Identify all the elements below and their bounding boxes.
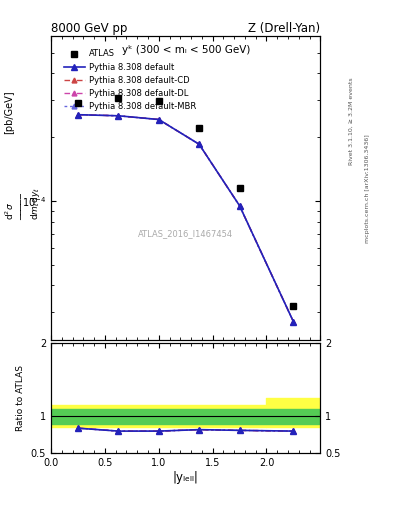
Text: Rivet 3.1.10, ≥ 3.2M events: Rivet 3.1.10, ≥ 3.2M events [349,77,354,165]
Pythia 8.308 default-DL [76,112,81,118]
Pythia 8.308 default-DL [156,116,161,122]
Pythia 8.308 default [76,112,81,118]
Pythia 8.308 default-MBR [237,203,242,209]
Pythia 8.308 default-DL [237,203,242,209]
ATLAS [116,95,121,101]
Line: ATLAS: ATLAS [75,95,297,309]
Pythia 8.308 default-CD [291,318,296,325]
Pythia 8.308 default-MBR [291,318,296,325]
Pythia 8.308 default-CD [156,116,161,122]
Pythia 8.308 default-CD [76,112,81,118]
Text: d$^2\sigma$
─────
d$m_{\ell}$d$y_{\ell}$: d$^2\sigma$ ───── d$m_{\ell}$d$y_{\ell}$ [4,187,42,220]
Pythia 8.308 default [291,318,296,325]
ATLAS [237,185,242,191]
Pythia 8.308 default-CD [197,141,202,147]
Text: 8000 GeV pp: 8000 GeV pp [51,22,127,35]
Text: ATLAS_2016_I1467454: ATLAS_2016_I1467454 [138,229,233,239]
Pythia 8.308 default-CD [237,203,242,209]
Pythia 8.308 default [156,116,161,122]
Text: mcplots.cern.ch [arXiv:1306.3436]: mcplots.cern.ch [arXiv:1306.3436] [365,134,370,243]
Line: Pythia 8.308 default-DL: Pythia 8.308 default-DL [75,112,296,324]
Legend: ATLAS, Pythia 8.308 default, Pythia 8.308 default-CD, Pythia 8.308 default-DL, P: ATLAS, Pythia 8.308 default, Pythia 8.30… [61,46,200,115]
Text: yᵏ (300 < mₗ < 500 GeV): yᵏ (300 < mₗ < 500 GeV) [121,45,250,55]
X-axis label: |yₗₑₗₗ|: |yₗₑₗₗ| [173,471,198,484]
ATLAS [291,303,296,309]
Pythia 8.308 default-MBR [76,112,81,118]
Text: Z (Drell-Yan): Z (Drell-Yan) [248,22,320,35]
Pythia 8.308 default-CD [116,113,121,119]
Text: [pb/GeV]: [pb/GeV] [4,90,14,134]
ATLAS [197,125,202,132]
Pythia 8.308 default-DL [197,141,202,147]
Pythia 8.308 default-MBR [156,116,161,122]
Pythia 8.308 default [197,141,202,147]
Y-axis label: Ratio to ATLAS: Ratio to ATLAS [16,365,25,431]
Pythia 8.308 default-DL [291,318,296,325]
Pythia 8.308 default-DL [116,113,121,119]
Pythia 8.308 default [116,113,121,119]
Line: Pythia 8.308 default: Pythia 8.308 default [75,112,296,325]
Pythia 8.308 default [237,203,242,209]
ATLAS [156,98,161,104]
ATLAS [76,100,81,106]
Pythia 8.308 default-MBR [197,141,202,147]
Line: Pythia 8.308 default-MBR: Pythia 8.308 default-MBR [75,112,296,324]
Pythia 8.308 default-MBR [116,113,121,119]
Line: Pythia 8.308 default-CD: Pythia 8.308 default-CD [75,112,296,324]
